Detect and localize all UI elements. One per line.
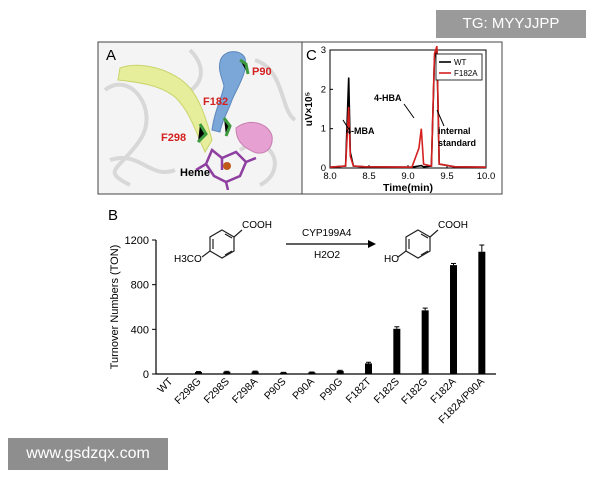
- x-tick-label: 9.0: [401, 171, 414, 182]
- bar-chart-bars: [166, 244, 486, 374]
- x-tick-label: WT: [155, 375, 175, 395]
- legend-label: F182A: [454, 69, 478, 78]
- chromatogram-legend: WT F182A: [435, 53, 483, 81]
- reagent-label: H2O2: [314, 250, 341, 261]
- annotation-4-hba: 4-HBA: [374, 93, 402, 103]
- y-tick-label: 3: [321, 45, 326, 56]
- x-tick-label: F298S: [202, 376, 232, 406]
- x-tick-label: F298G: [172, 376, 203, 407]
- label-p90: P90: [252, 66, 272, 78]
- x-tick-label: P90G: [318, 376, 345, 403]
- panel-c-letter: C: [306, 47, 317, 64]
- tunnel-yellow: [117, 64, 213, 154]
- label-f298: F298: [161, 132, 186, 144]
- bar: [393, 328, 401, 374]
- annotation-internal: internal: [438, 126, 471, 136]
- product-structure: [397, 229, 439, 259]
- annotation-4-mba: 4-MBA: [346, 126, 375, 136]
- x-tick-label: F182S: [372, 376, 402, 406]
- panel-b-scheme: B COOH H3CO CYP199A4 H2O2 COOH HO: [108, 207, 468, 265]
- chromatogram-lines: [329, 45, 487, 169]
- bar: [421, 310, 429, 374]
- y-tick-label: 1200: [125, 235, 149, 247]
- bar: [308, 372, 316, 374]
- x-axis-title: Time(min): [383, 182, 433, 194]
- x-tick-label: P90S: [262, 376, 289, 403]
- x-tick-label: 9.5: [440, 171, 453, 182]
- bar: [365, 363, 372, 374]
- bar: [280, 372, 287, 374]
- legend-label: WT: [454, 58, 467, 67]
- x-tick-label: 10.0: [477, 171, 496, 182]
- label-heme: Heme: [180, 167, 210, 179]
- panel-c: C 8.0 8.5 9.0 9.5 10.0 0 1 2 3 Time(min) uV×10⁵ WT…: [301, 41, 503, 195]
- label-f182: F182: [203, 96, 228, 108]
- x-tick-label: F182G: [399, 376, 430, 407]
- product-cooh: COOH: [438, 220, 468, 231]
- reaction-arrowhead: [368, 240, 376, 248]
- bar: [336, 370, 344, 374]
- panel-a-letter: A: [106, 47, 116, 64]
- y-axis-title: Turnover Numbers (TON): [109, 245, 121, 370]
- bar: [478, 251, 486, 374]
- series-line: [329, 45, 487, 169]
- chromatogram-axes: 8.0 8.5 9.0 9.5 10.0 0 1 2 3 Time(min) uV×10⁵: [304, 45, 495, 194]
- bar: [195, 371, 202, 374]
- tunnel-pink: [235, 121, 273, 154]
- x-tick-label: 8.5: [362, 171, 375, 182]
- bar: [450, 265, 457, 374]
- panel-a: A P90 F182 F298 Heme: [97, 41, 303, 195]
- annotation-standard: standard: [438, 138, 476, 148]
- x-tick-label: P90A: [290, 376, 317, 403]
- y-tick-label: 0: [143, 369, 149, 381]
- watermark-top-right: TG: MYYJJPP: [436, 10, 586, 38]
- x-tick-label: F298A: [230, 376, 260, 406]
- residue-sticks: [196, 58, 250, 144]
- substrate-structure: [201, 229, 243, 259]
- legend-box: [435, 53, 483, 81]
- y-tick-label: 400: [131, 324, 149, 336]
- bar: [251, 371, 259, 374]
- y-tick-label: 0: [321, 163, 326, 174]
- y-axis-title: uV×10⁵: [304, 91, 315, 126]
- substrate-cooh: COOH: [242, 220, 272, 231]
- y-tick-label: 1: [321, 124, 326, 135]
- x-tick-label: 8.0: [323, 171, 336, 182]
- product-hydroxy: HO: [384, 254, 399, 265]
- annotation-4-hba-arrow: [403, 103, 415, 119]
- annotation-4-mba-arrow: [342, 119, 349, 129]
- panel-b-letter: B: [108, 207, 118, 224]
- y-tick-label: 2: [321, 84, 326, 95]
- watermark-bottom-left: www.gsdzqx.com: [8, 438, 168, 470]
- enzyme-label: CYP199A4: [302, 228, 352, 239]
- annotation-standard-arrow: [436, 109, 445, 127]
- x-tick-label: F182T: [344, 375, 374, 405]
- bar-chart-axes: 0 400 800 1200 Turnover Numbers (TON): [109, 235, 496, 381]
- bar: [223, 371, 231, 374]
- substrate-methoxy: H3CO: [174, 254, 202, 265]
- heme-iron: [223, 162, 231, 170]
- y-tick-label: 800: [131, 280, 149, 292]
- heme-group: [195, 147, 257, 191]
